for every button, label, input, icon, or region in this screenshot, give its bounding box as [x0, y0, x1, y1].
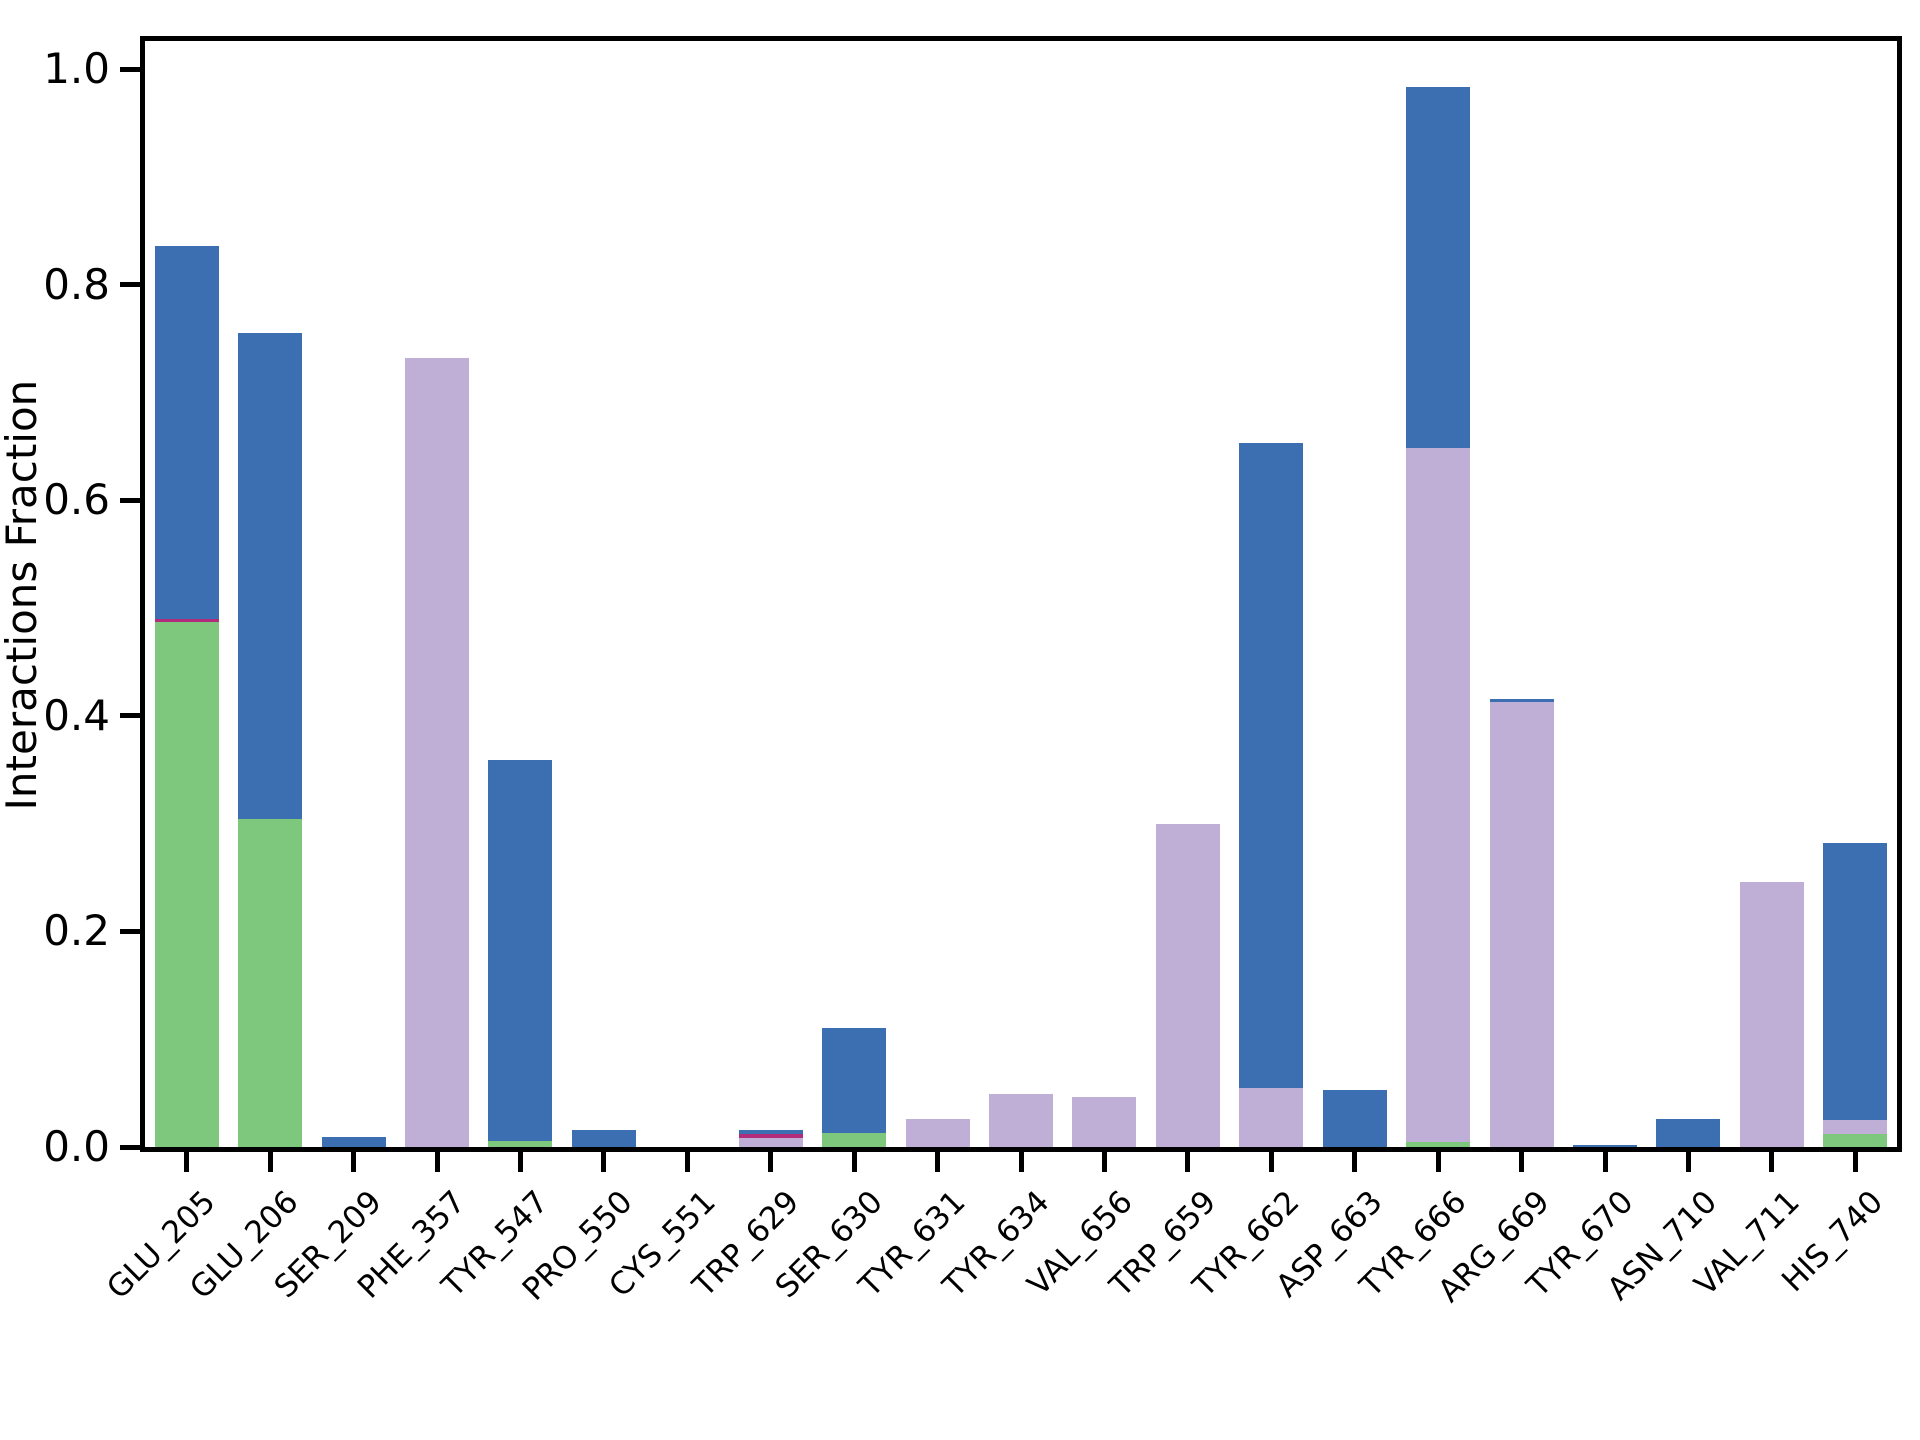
segment-purple-TRP_659: [1155, 824, 1220, 1147]
y-tick: [120, 282, 140, 288]
x-tick: [1769, 1152, 1775, 1172]
segment-purple-TYR_662: [1239, 1088, 1304, 1147]
x-tick: [1352, 1152, 1358, 1172]
segment-green-GLU_205: [154, 622, 219, 1147]
bar-TYR_634: [989, 1094, 1053, 1147]
y-tick-label: 0.4: [43, 690, 110, 740]
x-tick: [935, 1152, 941, 1172]
y-tick-label: 0.8: [43, 259, 110, 309]
segment-blue-TYR_662: [1239, 443, 1304, 1088]
bar-ASN_710: [1656, 1119, 1721, 1147]
y-tick-label: 1.0: [43, 44, 110, 93]
y-tick: [120, 66, 140, 72]
segment-purple-TRP_629: [738, 1138, 803, 1147]
y-tick: [120, 497, 140, 503]
bar-SER_630: [822, 1028, 887, 1147]
x-tick: [184, 1152, 190, 1172]
segment-blue-SER_630: [822, 1028, 887, 1133]
y-tick-label: 0.6: [43, 475, 110, 525]
segment-blue-HIS_740: [1823, 843, 1888, 1120]
bar-ARG_669: [1489, 699, 1554, 1147]
bar-TYR_670: [1573, 1145, 1637, 1147]
x-tick: [684, 1152, 690, 1172]
segment-purple-TYR_666: [1406, 448, 1471, 1142]
segment-green-TYR_666: [1406, 1142, 1471, 1147]
x-tick: [1519, 1152, 1525, 1172]
bar-HIS_740: [1823, 843, 1888, 1147]
bar-GLU_205: [154, 246, 219, 1147]
bar-TRP_629: [738, 1130, 803, 1147]
y-tick: [120, 713, 140, 719]
segment-purple-ARG_669: [1489, 702, 1554, 1147]
segment-purple-HIS_740: [1823, 1120, 1888, 1134]
bar-GLU_206: [238, 333, 303, 1147]
segment-red-GLU_205: [154, 619, 219, 622]
segment-blue-SER_209: [321, 1137, 386, 1147]
segment-green-SER_630: [822, 1133, 887, 1147]
segment-green-HIS_740: [1823, 1134, 1888, 1147]
x-tick: [1685, 1152, 1691, 1172]
segment-green-TYR_547: [488, 1141, 553, 1147]
segment-green-GLU_206: [238, 819, 303, 1147]
x-tick: [517, 1152, 523, 1172]
bar-TYR_666: [1406, 86, 1471, 1147]
segment-blue-TYR_666: [1406, 87, 1471, 448]
bar-PHE_357: [405, 358, 469, 1147]
bar-ASP_663: [1322, 1090, 1387, 1147]
x-tick: [851, 1152, 857, 1172]
y-tick: [120, 928, 140, 934]
segment-blue-TRP_629: [738, 1130, 803, 1134]
segment-blue-ASN_710: [1656, 1119, 1721, 1147]
segment-purple-VAL_711: [1739, 882, 1804, 1147]
segment-blue-ARG_669: [1489, 699, 1554, 702]
segment-purple-VAL_656: [1072, 1097, 1137, 1147]
x-tick: [1268, 1152, 1274, 1172]
x-tick: [768, 1152, 774, 1172]
bar-SER_209: [321, 1137, 386, 1147]
segment-purple-TYR_631: [905, 1119, 970, 1147]
y-axis-label: Interactions Fraction: [0, 379, 46, 811]
bar-TYR_547: [488, 760, 553, 1147]
bar-VAL_711: [1739, 882, 1804, 1147]
x-tick: [601, 1152, 607, 1172]
segment-purple-PHE_357: [405, 358, 469, 1147]
x-tick: [1185, 1152, 1191, 1172]
x-tick: [351, 1152, 357, 1172]
x-tick: [1602, 1152, 1608, 1172]
y-tick-label: 0.2: [43, 906, 110, 956]
segment-blue-PRO_550: [571, 1130, 636, 1147]
bar-TYR_631: [905, 1119, 970, 1147]
x-tick: [1852, 1152, 1858, 1172]
y-tick: [120, 1144, 140, 1150]
segment-blue-TYR_670: [1573, 1145, 1637, 1147]
segment-blue-TYR_547: [488, 760, 553, 1141]
segment-blue-GLU_205: [154, 246, 219, 619]
x-tick: [1101, 1152, 1107, 1172]
segment-blue-GLU_206: [238, 333, 303, 819]
bar-TRP_659: [1155, 824, 1220, 1147]
x-tick: [267, 1152, 273, 1172]
y-tick-label: 0.0: [43, 1122, 110, 1171]
bar-PRO_550: [571, 1130, 636, 1147]
segment-red-TRP_629: [738, 1134, 803, 1138]
bar-VAL_656: [1072, 1097, 1137, 1147]
segment-purple-TYR_634: [989, 1094, 1053, 1147]
segment-blue-ASP_663: [1322, 1090, 1387, 1147]
bar-TYR_662: [1239, 443, 1304, 1147]
x-tick: [434, 1152, 440, 1172]
x-tick: [1018, 1152, 1024, 1172]
x-tick: [1435, 1152, 1441, 1172]
